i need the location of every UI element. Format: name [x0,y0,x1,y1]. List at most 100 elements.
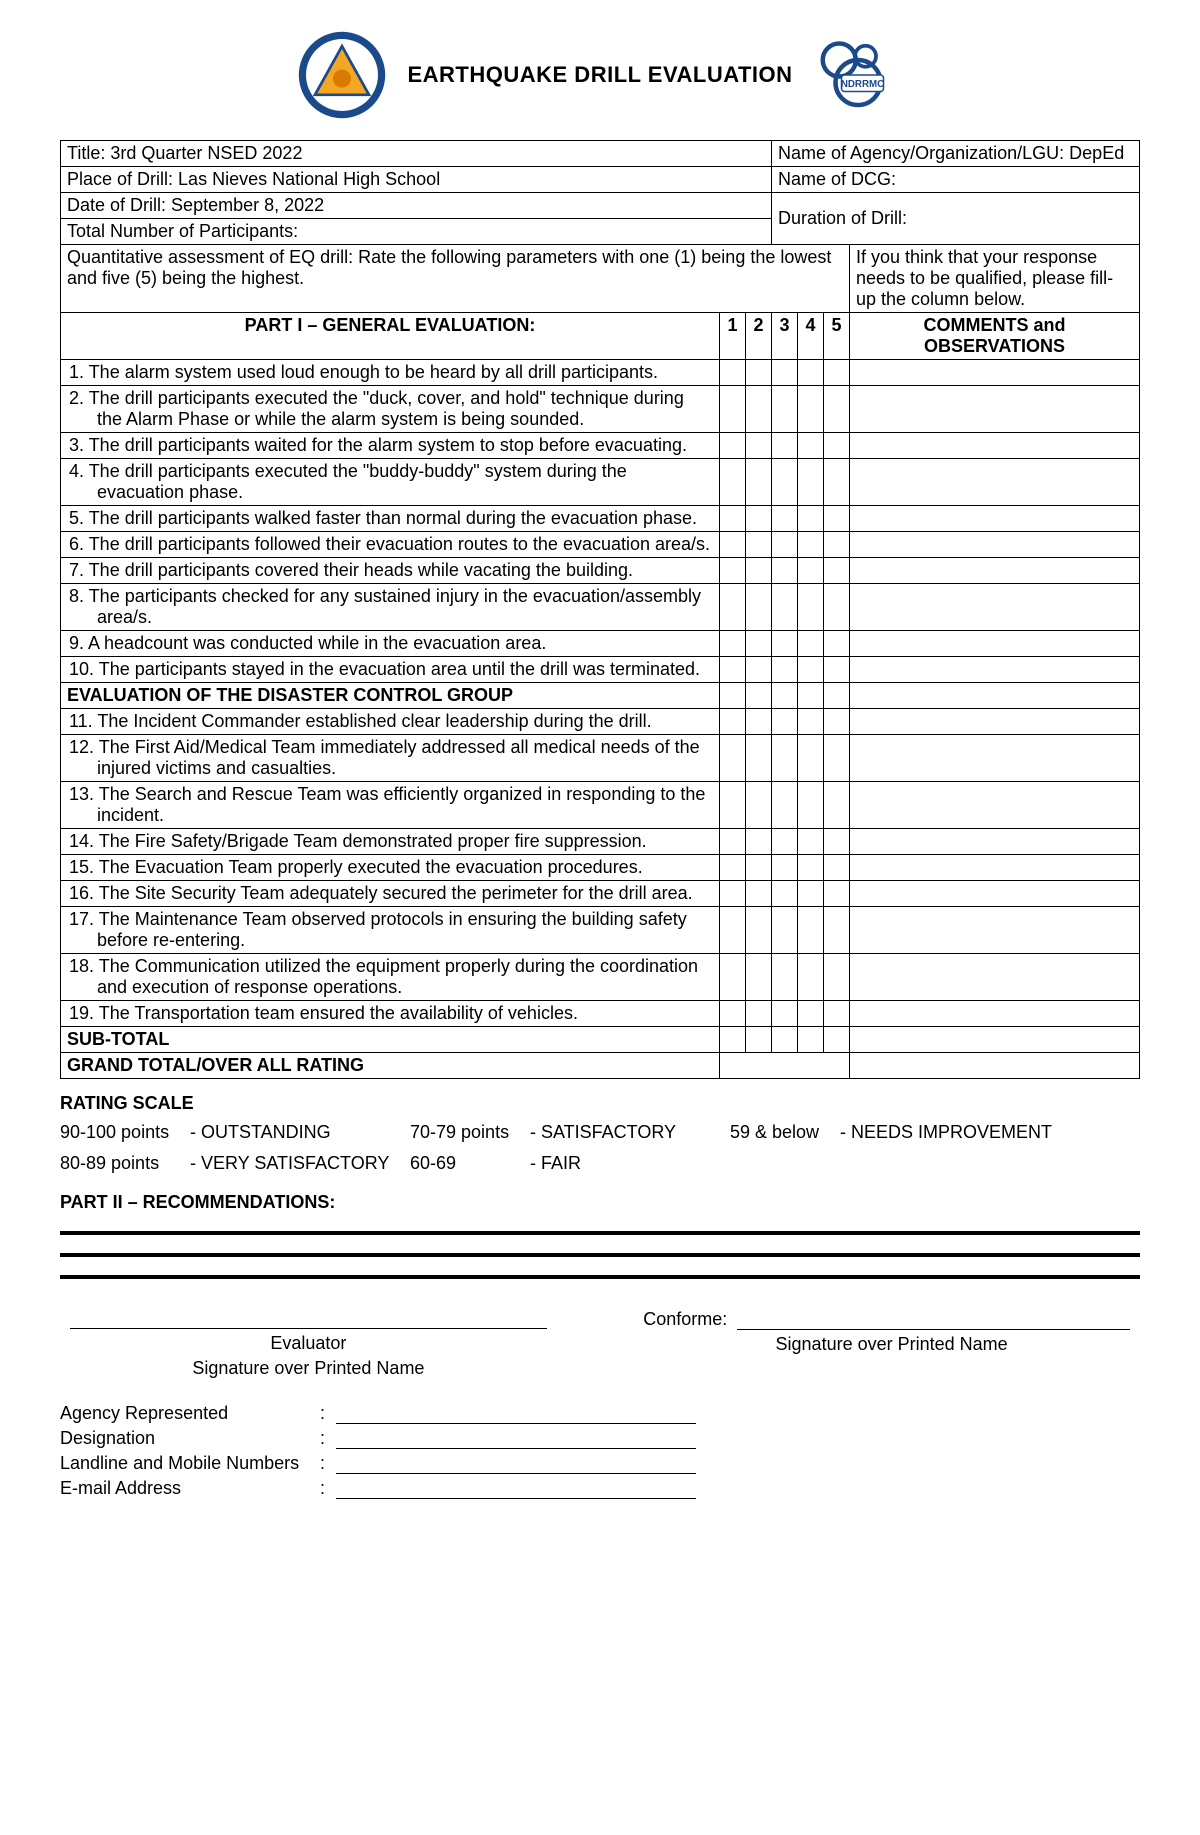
rating-cell[interactable] [746,631,772,657]
comments-cell[interactable] [850,855,1140,881]
rating-cell[interactable] [798,558,824,584]
rating-cell[interactable] [720,881,746,907]
rating-cell[interactable] [772,360,798,386]
rating-cell[interactable] [824,506,850,532]
rating-cell[interactable] [746,907,772,954]
comments-cell[interactable] [850,386,1140,433]
rating-cell[interactable] [720,1001,746,1027]
comments-cell[interactable] [850,584,1140,631]
agency-field-line[interactable] [336,1406,696,1424]
rating-cell[interactable] [746,657,772,683]
rating-cell[interactable] [746,558,772,584]
rating-cell[interactable] [720,631,746,657]
rating-cell[interactable] [824,459,850,506]
comments-cell[interactable] [850,829,1140,855]
comments-cell[interactable] [850,735,1140,782]
rating-cell[interactable] [824,735,850,782]
rating-cell[interactable] [798,954,824,1001]
rating-cell[interactable] [824,631,850,657]
rating-cell[interactable] [798,657,824,683]
rating-cell[interactable] [772,709,798,735]
rating-cell[interactable] [746,709,772,735]
rating-cell[interactable] [798,459,824,506]
rating-cell[interactable] [798,506,824,532]
rating-cell[interactable] [720,386,746,433]
rating-cell[interactable] [798,1001,824,1027]
rating-cell[interactable] [772,532,798,558]
rating-cell[interactable] [798,881,824,907]
rating-cell[interactable] [720,709,746,735]
comments-cell[interactable] [850,459,1140,506]
rating-cell[interactable] [772,558,798,584]
comments-cell[interactable] [850,954,1140,1001]
rating-cell[interactable] [772,584,798,631]
rating-cell[interactable] [720,532,746,558]
rating-cell[interactable] [798,907,824,954]
rating-cell[interactable] [798,532,824,558]
rating-cell[interactable] [824,386,850,433]
rating-cell[interactable] [798,360,824,386]
rating-cell[interactable] [746,584,772,631]
rating-cell[interactable] [772,631,798,657]
rating-cell[interactable] [772,1001,798,1027]
comments-cell[interactable] [850,881,1140,907]
rating-cell[interactable] [772,829,798,855]
agency-field-line[interactable] [336,1456,696,1474]
comments-cell[interactable] [850,360,1140,386]
rating-cell[interactable] [720,907,746,954]
rating-cell[interactable] [772,735,798,782]
rating-cell[interactable] [824,1001,850,1027]
rating-cell[interactable] [746,433,772,459]
rating-cell[interactable] [824,855,850,881]
rating-cell[interactable] [798,584,824,631]
rating-cell[interactable] [798,735,824,782]
rating-cell[interactable] [772,907,798,954]
rating-cell[interactable] [824,360,850,386]
rating-cell[interactable] [798,386,824,433]
rating-cell[interactable] [824,782,850,829]
rating-cell[interactable] [824,881,850,907]
rating-cell[interactable] [772,782,798,829]
rating-cell[interactable] [798,855,824,881]
comments-cell[interactable] [850,532,1140,558]
comments-cell[interactable] [850,558,1140,584]
rating-cell[interactable] [746,506,772,532]
rating-cell[interactable] [746,360,772,386]
rating-cell[interactable] [798,782,824,829]
rating-cell[interactable] [772,855,798,881]
rating-cell[interactable] [798,829,824,855]
recommendation-line-3[interactable] [60,1275,1140,1279]
rating-cell[interactable] [720,782,746,829]
comments-cell[interactable] [850,1001,1140,1027]
rating-cell[interactable] [798,709,824,735]
rating-cell[interactable] [720,558,746,584]
rating-cell[interactable] [746,459,772,506]
recommendation-line-1[interactable] [60,1231,1140,1235]
rating-cell[interactable] [798,631,824,657]
rating-cell[interactable] [720,459,746,506]
evaluator-sig-line[interactable] [70,1309,547,1329]
rating-cell[interactable] [798,433,824,459]
rating-cell[interactable] [720,855,746,881]
rating-cell[interactable] [824,907,850,954]
rating-cell[interactable] [746,954,772,1001]
conforme-sig-line[interactable] [737,1310,1130,1330]
rating-cell[interactable] [720,433,746,459]
rating-cell[interactable] [824,954,850,1001]
rating-cell[interactable] [772,386,798,433]
rating-cell[interactable] [746,881,772,907]
comments-cell[interactable] [850,506,1140,532]
rating-cell[interactable] [824,558,850,584]
rating-cell[interactable] [746,386,772,433]
rating-cell[interactable] [772,881,798,907]
comments-cell[interactable] [850,631,1140,657]
rating-cell[interactable] [772,657,798,683]
rating-cell[interactable] [772,506,798,532]
comments-cell[interactable] [850,907,1140,954]
rating-cell[interactable] [720,506,746,532]
rating-cell[interactable] [720,657,746,683]
rating-cell[interactable] [720,954,746,1001]
recommendation-line-2[interactable] [60,1253,1140,1257]
comments-cell[interactable] [850,657,1140,683]
rating-cell[interactable] [772,459,798,506]
